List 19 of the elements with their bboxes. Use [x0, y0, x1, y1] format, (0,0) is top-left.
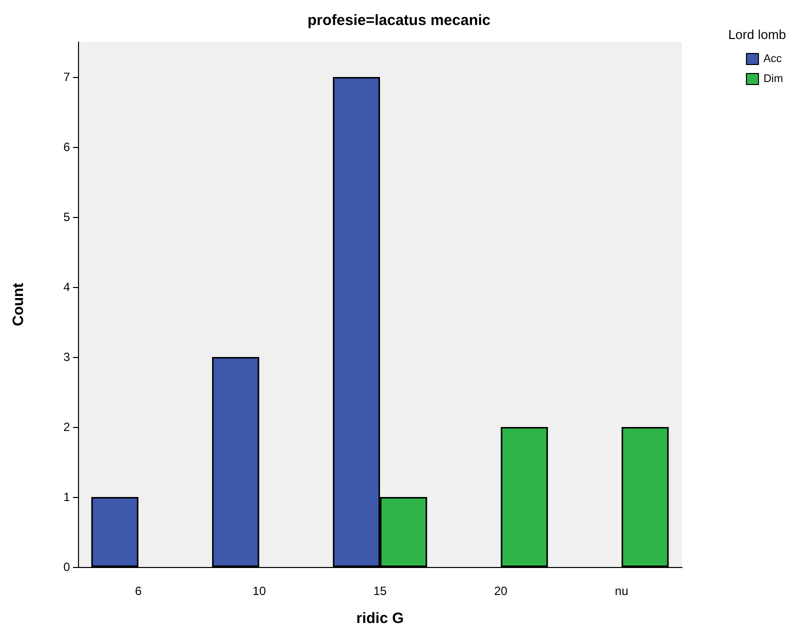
- legend-label: Acc: [763, 53, 782, 65]
- x-axis-title: ridic G: [356, 610, 404, 627]
- legend-title: Lord lomb: [728, 27, 786, 42]
- x-tick-label: 15: [373, 584, 387, 598]
- y-tick-label: 5: [63, 210, 70, 224]
- y-tick-label: 2: [63, 420, 70, 434]
- x-tick-label: nu: [614, 584, 628, 598]
- x-tick-label: 20: [494, 584, 508, 598]
- y-axis-title: Count: [10, 282, 27, 326]
- y-tick-label: 0: [63, 560, 70, 574]
- y-tick-label: 6: [63, 140, 70, 154]
- y-tick-label: 7: [63, 70, 70, 84]
- x-tick-label: 10: [252, 584, 266, 598]
- chart-title: profesie=lacatus mecanic: [307, 12, 491, 29]
- y-tick-label: 4: [63, 280, 70, 294]
- y-tick-label: 1: [63, 490, 70, 504]
- y-tick-label: 3: [63, 350, 70, 364]
- legend-label: Dim: [763, 73, 784, 85]
- x-tick-label: 6: [135, 584, 142, 598]
